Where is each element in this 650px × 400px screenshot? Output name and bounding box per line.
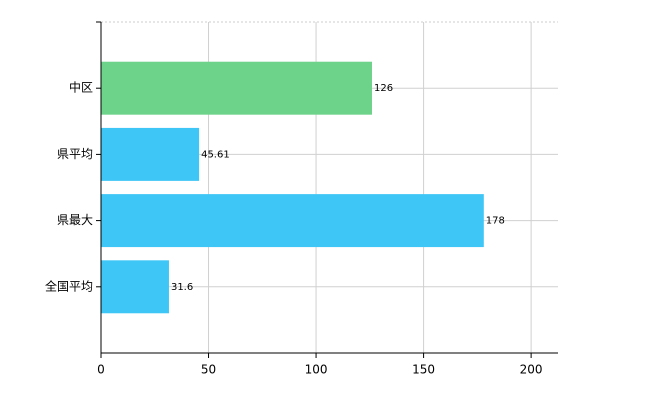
bar	[101, 127, 200, 181]
y-tick-label: 県最大	[57, 213, 93, 227]
x-tick-label: 0	[97, 363, 105, 377]
y-tick-label: 県平均	[57, 147, 93, 161]
value-label: 178	[486, 216, 505, 227]
bar	[101, 194, 484, 248]
bar	[101, 61, 372, 115]
x-tick-label: 200	[520, 363, 543, 377]
y-tick-label: 全国平均	[45, 278, 93, 293]
bar	[101, 260, 169, 314]
x-tick-label: 150	[412, 363, 435, 377]
value-label: 31.6	[171, 282, 193, 293]
value-label: 45.61	[201, 149, 230, 160]
x-tick-label: 50	[201, 363, 216, 377]
x-tick-label: 100	[305, 363, 328, 377]
y-tick-label: 中区	[69, 80, 93, 95]
value-label: 126	[374, 83, 393, 94]
